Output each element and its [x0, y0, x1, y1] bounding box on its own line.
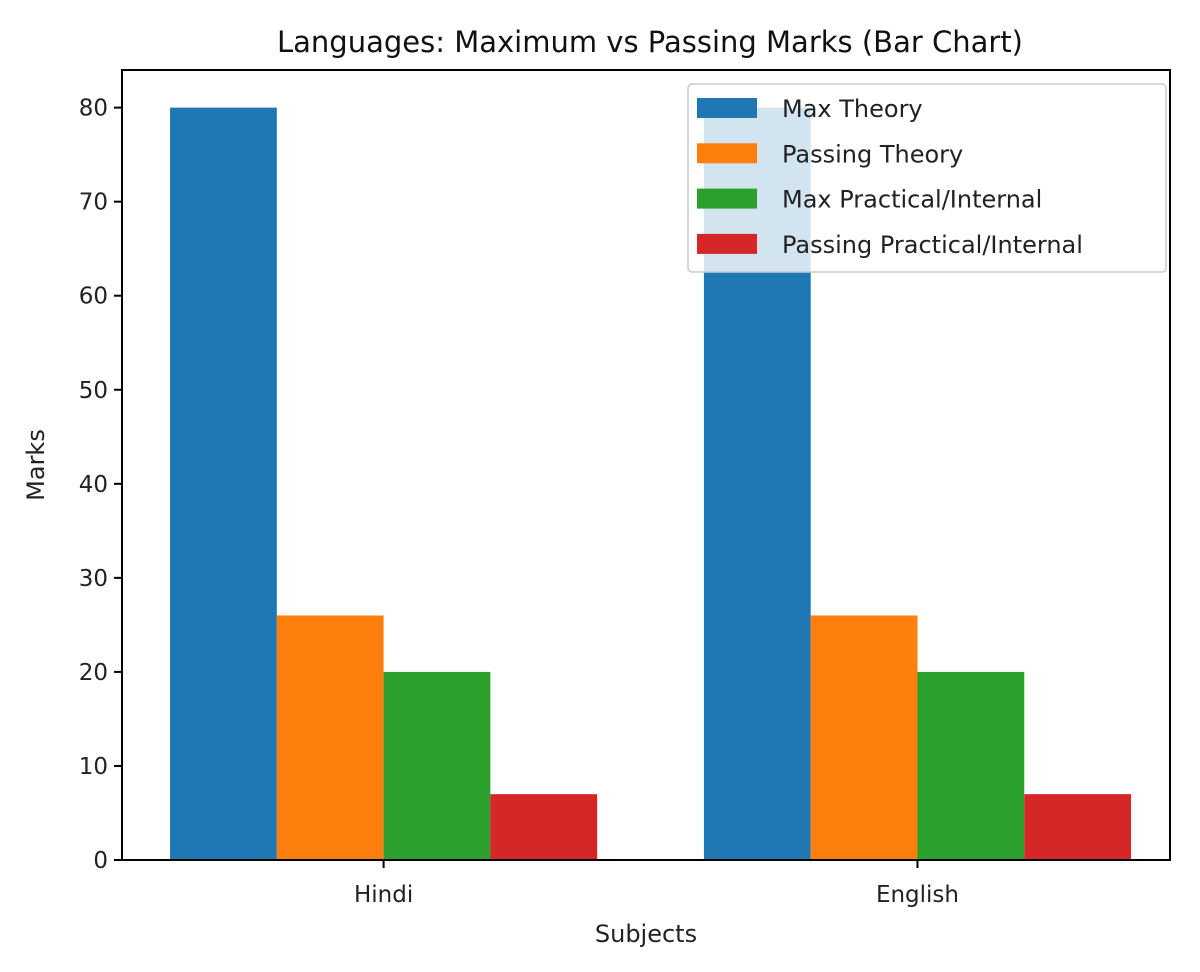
x-tick-label: English [876, 882, 959, 908]
y-axis-label: Marks [22, 429, 50, 501]
bar-max-practical-internal-hindi [383, 671, 491, 860]
legend-entry: Max Practical/Internal [782, 186, 1042, 214]
legend-swatch [697, 233, 757, 254]
y-tick-label: 30 [79, 566, 108, 592]
y-tick-label: 50 [79, 378, 108, 404]
legend-entry: Passing Practical/Internal [782, 231, 1083, 259]
bar-max-practical-internal-english [917, 671, 1025, 860]
y-tick-label: 10 [79, 754, 108, 780]
y-tick-label: 80 [79, 96, 108, 122]
y-tick-label: 40 [79, 472, 108, 498]
y-tick-label: 60 [79, 284, 108, 310]
legend-swatch [697, 188, 757, 209]
x-axis-label: Subjects [595, 920, 697, 948]
legend: Max Theory Passing Theory Max Practical/In… [687, 83, 1167, 273]
y-tick-label: 20 [79, 660, 108, 686]
legend-swatch [697, 98, 757, 118]
legend-entry: Max Theory [782, 95, 923, 123]
y-tick-label: 70 [79, 190, 108, 216]
bar-passing-theory-hindi [276, 615, 384, 860]
plot-frame [121, 69, 1171, 861]
bar-passing-practical-internal-english [1024, 794, 1132, 860]
chart-title: Languages: Maximum vs Passing Marks (Bar… [277, 25, 1023, 59]
legend-entry: Passing Theory [782, 140, 963, 168]
bar-passing-practical-internal-hindi [490, 794, 598, 860]
x-tick-label: Hindi [354, 882, 413, 908]
legend-box [687, 83, 1167, 273]
legend-swatch [697, 143, 757, 164]
bar-max-theory-hindi [170, 107, 277, 861]
bar-passing-theory-english [810, 615, 918, 860]
y-tick-label: 0 [93, 848, 108, 874]
